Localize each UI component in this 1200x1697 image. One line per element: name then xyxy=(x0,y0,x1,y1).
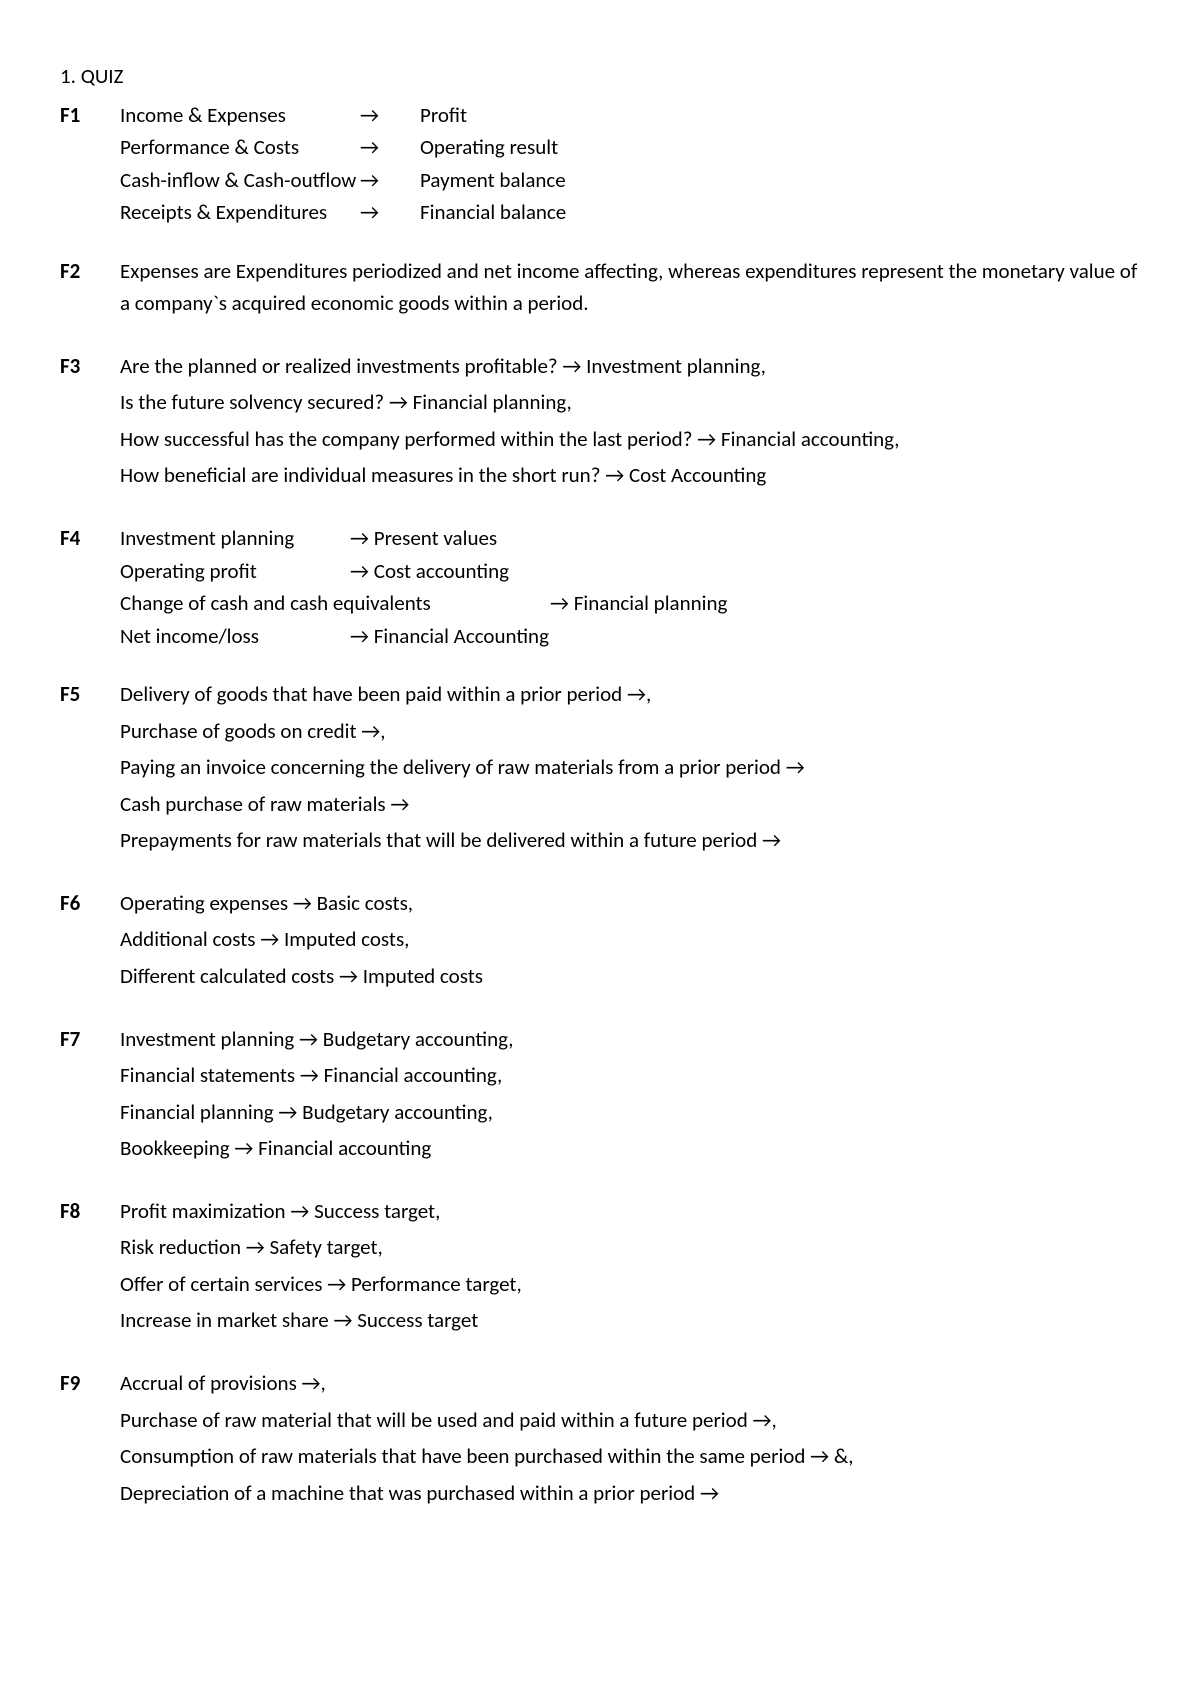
line: Delivery of goods that have been paid wi… xyxy=(120,678,1140,711)
question-f7: F7 Investment planning → Budgetary accou… xyxy=(60,1023,1140,1169)
question-f6: F6 Operating expenses → Basic costs, Add… xyxy=(60,887,1140,997)
question-label: F7 xyxy=(60,1023,120,1169)
arrow-icon: → xyxy=(360,99,420,132)
line: Operating expenses → Basic costs, xyxy=(120,887,1140,920)
f1-right: Profit xyxy=(420,99,1140,132)
question-body: Investment planning → Budgetary accounti… xyxy=(120,1023,1140,1169)
question-f3: F3 Are the planned or realized investmen… xyxy=(60,350,1140,496)
line: Purchase of raw material that will be us… xyxy=(120,1404,1140,1437)
question-f5: F5 Delivery of goods that have been paid… xyxy=(60,678,1140,861)
f1-row: Income & Expenses → Profit xyxy=(120,99,1140,132)
line: Profit maximization → Success target, xyxy=(120,1195,1140,1228)
question-label: F4 xyxy=(60,522,120,652)
line: Financial planning → Budgetary accountin… xyxy=(120,1096,1140,1129)
f4-left: Investment planning xyxy=(120,522,350,555)
line: Is the future solvency secured? → Financ… xyxy=(120,386,1140,419)
line: Bookkeeping → Financial accounting xyxy=(120,1132,1140,1165)
f1-left: Performance & Costs xyxy=(120,131,360,164)
f1-right: Payment balance xyxy=(420,164,1140,197)
f4-row: Net income/loss → Financial Accounting xyxy=(120,620,1140,653)
question-label: F3 xyxy=(60,350,120,496)
f1-row: Receipts & Expenditures → Financial bala… xyxy=(120,196,1140,229)
f4-left: Net income/loss xyxy=(120,620,350,653)
line: Offer of certain services → Performance … xyxy=(120,1268,1140,1301)
question-body: Operating expenses → Basic costs, Additi… xyxy=(120,887,1140,997)
line: Different calculated costs → Imputed cos… xyxy=(120,960,1140,993)
question-label: F2 xyxy=(60,255,120,324)
question-f2: F2 Expenses are Expenditures periodized … xyxy=(60,255,1140,324)
line: Paying an invoice concerning the deliver… xyxy=(120,751,1140,784)
arrow-icon: → xyxy=(360,196,420,229)
question-label: F6 xyxy=(60,887,120,997)
line: Depreciation of a machine that was purch… xyxy=(120,1477,1140,1510)
question-body: Profit maximization → Success target, Ri… xyxy=(120,1195,1140,1341)
question-label: F8 xyxy=(60,1195,120,1341)
f4-mid: → Cost accounting xyxy=(350,555,580,588)
question-label: F1 xyxy=(60,99,120,229)
question-body: Are the planned or realized investments … xyxy=(120,350,1140,496)
line: Are the planned or realized investments … xyxy=(120,350,1140,383)
line: Consumption of raw materials that have b… xyxy=(120,1440,1140,1473)
f4-left: Change of cash and cash equivalents xyxy=(120,587,550,620)
question-label: F9 xyxy=(60,1367,120,1513)
f4-row: Change of cash and cash equivalents → Fi… xyxy=(120,587,1140,620)
question-body: Investment planning → Present values Ope… xyxy=(120,522,1140,652)
question-body: Income & Expenses → Profit Performance &… xyxy=(120,99,1140,229)
question-body: Expenses are Expenditures periodized and… xyxy=(120,255,1140,324)
question-f4: F4 Investment planning → Present values … xyxy=(60,522,1140,652)
line: Accrual of provisions →, xyxy=(120,1367,1140,1400)
page-title: 1. QUIZ xyxy=(60,60,1140,93)
f1-row: Cash-inflow & Cash-outflow → Payment bal… xyxy=(120,164,1140,197)
question-label: F5 xyxy=(60,678,120,861)
line: Cash purchase of raw materials → xyxy=(120,788,1140,821)
f1-row: Performance & Costs → Operating result xyxy=(120,131,1140,164)
page: 1. QUIZ F1 Income & Expenses → Profit Pe… xyxy=(0,0,1200,1697)
line: Financial statements → Financial account… xyxy=(120,1059,1140,1092)
line: Investment planning → Budgetary accounti… xyxy=(120,1023,1140,1056)
arrow-icon: → xyxy=(360,131,420,164)
question-f8: F8 Profit maximization → Success target,… xyxy=(60,1195,1140,1341)
line: Purchase of goods on credit →, xyxy=(120,715,1140,748)
line: Increase in market share → Success targe… xyxy=(120,1304,1140,1337)
question-body: Accrual of provisions →, Purchase of raw… xyxy=(120,1367,1140,1513)
f4-left: Operating profit xyxy=(120,555,350,588)
line: Risk reduction → Safety target, xyxy=(120,1231,1140,1264)
f4-row: Operating profit → Cost accounting xyxy=(120,555,1140,588)
arrow-icon: → xyxy=(360,164,420,197)
f1-left: Cash-inflow & Cash-outflow xyxy=(120,164,360,197)
line: How successful has the company performed… xyxy=(120,423,1140,456)
f1-left: Income & Expenses xyxy=(120,99,360,132)
f1-right: Operating result xyxy=(420,131,1140,164)
line: Prepayments for raw materials that will … xyxy=(120,824,1140,857)
f4-right: → Financial planning xyxy=(550,587,1140,620)
f1-left: Receipts & Expenditures xyxy=(120,196,360,229)
f4-mid: → Financial Accounting xyxy=(350,620,580,653)
question-body: Delivery of goods that have been paid wi… xyxy=(120,678,1140,861)
line: Additional costs → Imputed costs, xyxy=(120,923,1140,956)
f1-right: Financial balance xyxy=(420,196,1140,229)
question-f9: F9 Accrual of provisions →, Purchase of … xyxy=(60,1367,1140,1513)
f4-row: Investment planning → Present values xyxy=(120,522,1140,555)
paragraph: Expenses are Expenditures periodized and… xyxy=(120,255,1140,320)
line: How beneficial are individual measures i… xyxy=(120,459,1140,492)
f4-mid: → Present values xyxy=(350,522,580,555)
question-f1: F1 Income & Expenses → Profit Performanc… xyxy=(60,99,1140,229)
